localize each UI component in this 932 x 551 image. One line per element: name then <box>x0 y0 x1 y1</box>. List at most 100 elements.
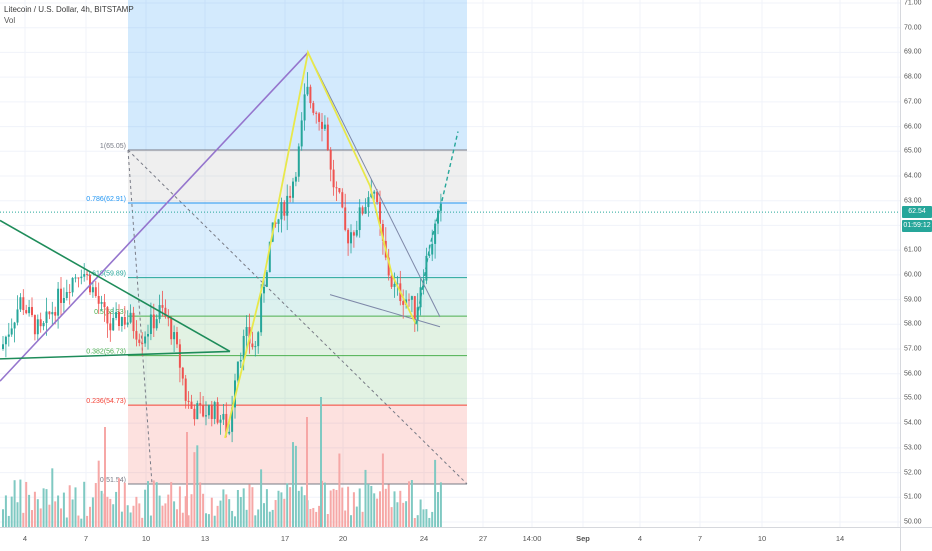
volume-bar <box>265 489 268 527</box>
fib-level-label: 0.618(59.89) <box>86 271 126 278</box>
time-tick-label: 10 <box>141 534 151 543</box>
candle-body <box>138 339 141 343</box>
candle-body <box>318 113 321 122</box>
volume-bar <box>323 482 326 527</box>
volume-bar <box>292 442 294 527</box>
volume-bar <box>60 508 62 527</box>
time-tick-label: 20 <box>338 534 348 543</box>
candles[interactable] <box>2 72 442 443</box>
volume-bar <box>231 510 234 527</box>
fib-zone <box>128 202 467 278</box>
volume-bar <box>135 496 138 527</box>
volume-bar <box>36 499 39 527</box>
volume-bar <box>350 515 352 527</box>
volume-bar <box>54 501 57 527</box>
trend-line-green-flat <box>0 350 231 360</box>
candle-body <box>402 301 405 305</box>
candle-body <box>263 286 265 294</box>
candle-body <box>408 299 410 301</box>
candle-body <box>361 207 364 214</box>
candle-body <box>347 229 350 244</box>
candle-body <box>315 112 318 114</box>
candle-body <box>329 149 332 170</box>
time-axis[interactable]: 4 7 10 13 17 20 24 27 14:00 Sep 4 7 10 14 <box>0 527 900 551</box>
candle-body <box>231 407 234 432</box>
volume-bar <box>120 511 123 527</box>
volume-bar <box>367 484 370 527</box>
time-tick-label: 14 <box>835 534 845 543</box>
candle-body <box>352 232 355 236</box>
volume-bar <box>161 505 164 527</box>
volume-bar <box>408 481 410 527</box>
candle-body <box>68 292 71 294</box>
fib-trend-line <box>127 149 468 485</box>
volume-bar <box>297 490 300 527</box>
price-tick-label: 60.00 <box>904 271 922 279</box>
candle-body <box>62 298 65 303</box>
volume-bar <box>387 484 390 527</box>
volume-bar <box>186 432 188 527</box>
volume-bar <box>248 484 251 527</box>
volume-bar <box>335 489 338 527</box>
candle-body <box>152 314 155 329</box>
candle-body <box>294 176 297 182</box>
volume-bar <box>263 503 265 527</box>
volume-bar <box>170 482 173 527</box>
price-tick-label: 69.00 <box>904 48 922 56</box>
price-axis[interactable]: 71.00 70.00 69.00 68.00 67.00 66.00 65.00 64.00… <box>900 0 932 527</box>
candle-body <box>83 274 86 277</box>
volume-bar <box>80 518 83 527</box>
volume-bar <box>173 501 176 527</box>
price-tick-label: 61.00 <box>904 246 922 254</box>
candle-body <box>245 327 248 336</box>
candle-body <box>242 335 245 360</box>
trend-line-purple <box>0 51 309 382</box>
volume-bar <box>329 490 332 527</box>
candle-body <box>268 241 271 273</box>
candle-body <box>71 277 74 293</box>
candle-body <box>135 331 138 340</box>
candle-body <box>251 343 254 348</box>
candle-body <box>54 312 57 316</box>
volume-bar <box>254 515 257 527</box>
candle-body <box>4 336 7 345</box>
volume-bar <box>225 494 228 527</box>
price-tick-label: 50.00 <box>904 518 922 526</box>
volume-bar <box>68 485 71 527</box>
volume-bar <box>155 482 158 527</box>
candle-body <box>379 201 381 225</box>
candle-body <box>176 332 178 345</box>
volume-bar <box>416 515 419 527</box>
time-tick-label: 10 <box>757 534 767 543</box>
candle-body <box>77 277 80 279</box>
volume-bar <box>109 498 112 527</box>
price-tick-label: 58.00 <box>904 320 922 328</box>
trend-line-green-down <box>0 219 231 353</box>
volume-bar <box>147 481 149 527</box>
candle-body <box>196 403 199 420</box>
volume-bar <box>104 427 106 527</box>
price-chart[interactable]: 1(65.05)0.786(62.91)0.618(59.89)0.5(58.3… <box>0 0 900 527</box>
fib-zone <box>128 405 467 484</box>
drawings[interactable] <box>0 49 459 439</box>
time-tick-label: Sep <box>576 534 590 543</box>
candle-body <box>358 207 361 231</box>
candle-body <box>132 312 135 332</box>
candle-body <box>13 322 16 329</box>
volume-indicator-label[interactable]: Vol <box>4 16 16 25</box>
chart-area[interactable]: 1(65.05)0.786(62.91)0.618(59.89)0.5(58.3… <box>0 0 900 527</box>
volume-bar <box>149 515 152 527</box>
candle-body <box>80 276 83 279</box>
symbol-title[interactable]: Litecoin / U.S. Dollar, 4h, BITSTAMP <box>4 5 134 14</box>
volume-bar <box>152 480 155 527</box>
volume-bar <box>236 490 239 527</box>
candle-body <box>292 181 294 198</box>
volume-bar <box>422 509 425 527</box>
volume-bar <box>347 486 350 527</box>
volume-bar <box>341 487 344 527</box>
fib-level-label: 1(65.05) <box>100 143 126 150</box>
volume-bar <box>71 499 74 527</box>
volume-bar <box>277 490 280 527</box>
candle-body <box>410 296 413 300</box>
volume-bar <box>393 491 396 527</box>
